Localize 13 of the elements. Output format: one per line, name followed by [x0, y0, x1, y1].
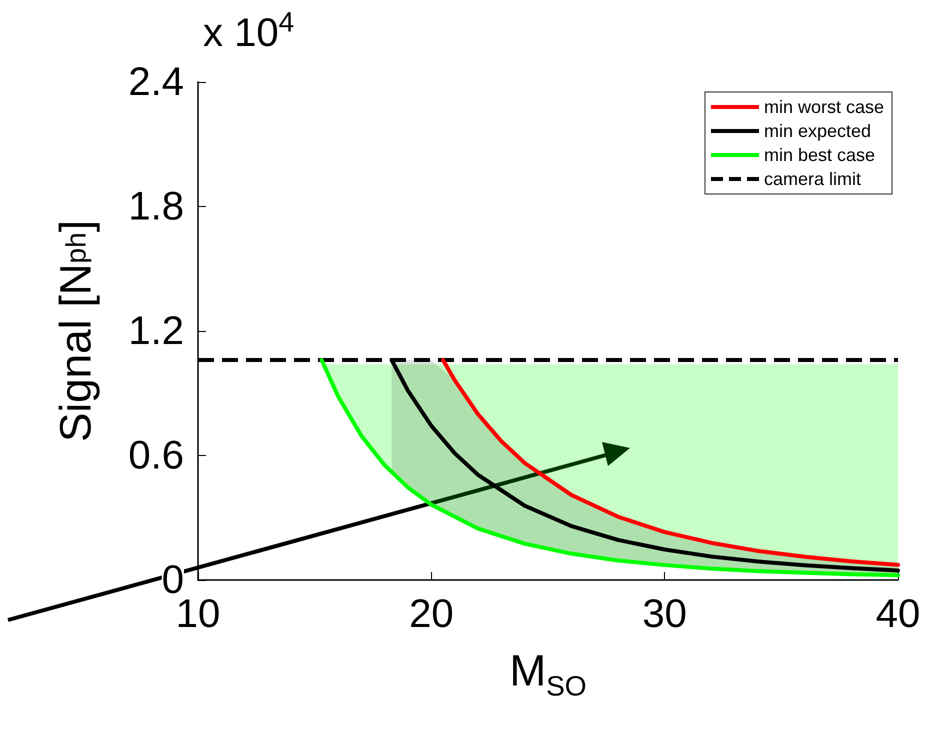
- x-tick-label: 20: [409, 592, 454, 636]
- legend-label: min expected: [764, 121, 872, 141]
- y-tick-label: 1.8: [128, 184, 184, 228]
- legend-label: min best case: [764, 145, 876, 165]
- x-tick-label: 30: [642, 592, 687, 636]
- y-tick-label: 0: [162, 558, 184, 602]
- y-axis-title: Signal [Nph]: [52, 220, 100, 442]
- y-tick-label: 2.4: [128, 60, 184, 104]
- legend-label: min worst case: [764, 97, 884, 117]
- y-tick-label: 1.2: [128, 309, 184, 353]
- x-tick-label: 40: [876, 592, 920, 636]
- legend-label: camera limit: [764, 169, 861, 189]
- y-tick-label: 0.6: [128, 434, 184, 478]
